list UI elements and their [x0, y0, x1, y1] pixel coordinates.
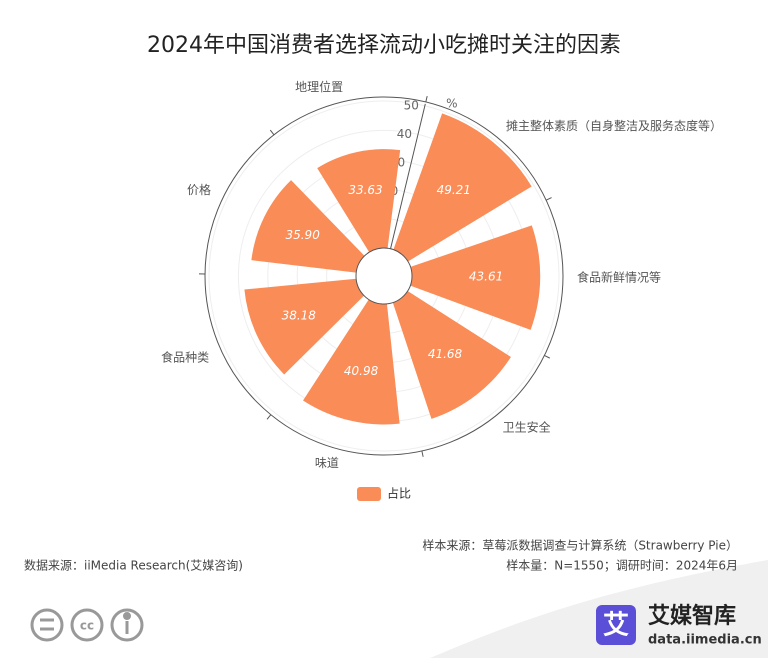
angle-tick [421, 450, 424, 457]
value-label: 40.98 [344, 364, 379, 378]
category-label: 价格 [187, 182, 211, 197]
data-source: 数据来源：iiMedia Research(艾媒咨询) [24, 558, 243, 573]
angle-tick [269, 129, 275, 136]
bar [392, 291, 511, 419]
value-label: 43.61 [469, 270, 503, 284]
category-label: 味道 [315, 456, 339, 470]
angle-tick [425, 95, 428, 103]
brand-url: data.iimedia.cn [648, 633, 762, 648]
value-label: 38.18 [282, 308, 317, 322]
value-label: 35.90 [285, 228, 320, 242]
r-tick-label: 40 [397, 127, 412, 141]
value-label: 49.21 [437, 183, 471, 197]
legend-label: 占比 [387, 486, 411, 501]
cc-icons: cc [30, 608, 144, 642]
brand: 艾媒智库 [648, 603, 736, 629]
value-label: 33.63 [348, 183, 382, 197]
category-label: 摊主整体素质（自身整洁及服务态度等） [506, 118, 722, 133]
chart-title: 2024年中国消费者选择流动小吃摊时关注的因素 [147, 33, 621, 58]
angle-tick [266, 414, 272, 420]
category-label: 食品新鲜情况等 [577, 270, 661, 285]
bar [410, 225, 541, 330]
angle-tick [545, 197, 552, 201]
logo-box [596, 605, 636, 645]
unit-label: % [446, 96, 457, 110]
bar [393, 113, 532, 262]
svg-text:cc: cc [80, 619, 94, 633]
category-label: 卫生安全 [503, 420, 551, 435]
sample-source: 样本来源：草莓派数据调查与计算系统（Strawberry Pie） [422, 538, 738, 553]
logo: 艾 [603, 611, 629, 641]
category-label: 地理位置 [295, 79, 343, 94]
plot: 01020304050%49.21摊主整体素质（自身整洁及服务态度等）43.61… [161, 79, 722, 501]
value-label: 41.68 [428, 347, 463, 361]
angle-tick [544, 355, 550, 359]
sample-size: 样本量：N=1550；调研时间：2024年6月 [506, 558, 738, 573]
outer-axis [204, 96, 564, 456]
radial-axis [390, 103, 426, 249]
legend-swatch [357, 487, 381, 501]
bar [303, 299, 400, 425]
grid-circle [208, 100, 560, 452]
bar [244, 278, 365, 375]
bar [251, 180, 365, 273]
bar [317, 149, 401, 253]
category-label: 食品种类 [161, 349, 209, 364]
hole [355, 247, 413, 305]
r-tick-label: 50 [404, 98, 419, 112]
